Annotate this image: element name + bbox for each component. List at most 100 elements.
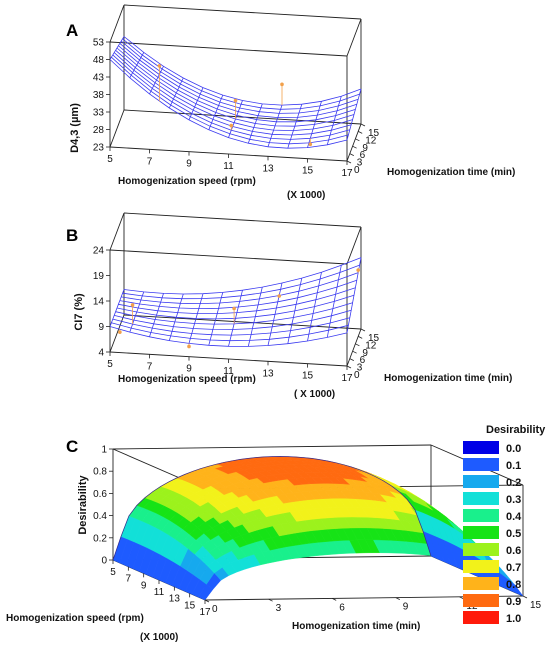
panel-b-y-label: CI7 (%)	[73, 293, 85, 331]
panel-a-data-point	[280, 82, 284, 87]
panel-b-data-point	[277, 294, 282, 298]
panel-b-x-label: Homogenization speed (rpm)	[118, 374, 256, 385]
panel-b-data-point	[130, 303, 135, 307]
panel-a-x-unit: (X 1000)	[287, 190, 325, 201]
panel-a-x-tick-label: 5	[107, 154, 113, 165]
panel-b-z-tick-mark	[360, 328, 366, 332]
panel-b-frame-edge	[346, 328, 362, 367]
legend-swatch	[463, 441, 499, 454]
panel-a-z-tick-label: 6	[360, 150, 366, 161]
panel-b-x-tick-label: 13	[262, 368, 274, 379]
panel-c-z-tick-label: 3	[276, 603, 282, 614]
panel-a-frame-edge	[346, 123, 362, 162]
panel-b-mesh-line-time	[119, 279, 357, 310]
panel-b-letter: B	[66, 226, 78, 245]
panel-b-z-tick-label: 0	[354, 370, 360, 381]
legend-items: 0.0 0.1 0.2 0.3 0.4 0.5 0.6 0.7 0.8 0.9 1.0	[463, 441, 522, 625]
panel-c-z-tick-mark	[459, 596, 464, 600]
legend-label: 0.4	[506, 511, 522, 523]
panel-a-z-tick-mark	[349, 153, 354, 156]
panel-c-surface	[112, 456, 524, 601]
panel-c-y-tick-label: 1	[101, 445, 107, 456]
panel-a-z-tick-label: 9	[362, 143, 368, 154]
panel-c-ridge-line	[112, 456, 432, 561]
panel-a-z-tick-mark	[352, 145, 357, 149]
panel-b-mesh-line-time	[116, 294, 355, 320]
panel-c-x-tick-label: 17	[199, 607, 211, 618]
panel-a-x-tick-label: 11	[223, 161, 234, 172]
panel-a-data-point	[233, 98, 238, 103]
panel-a-y-ticks: 23 28 33 38 43 48 53	[93, 38, 110, 154]
panel-b-frame-edge	[109, 212, 125, 251]
panel-a-surface	[109, 36, 362, 149]
panel-a-x-tick-label: 13	[262, 163, 274, 174]
panel-c-letter: C	[66, 437, 78, 456]
panel-c-z-tick-label: 0	[212, 604, 218, 615]
panel-a-mesh-line-time	[112, 54, 350, 140]
panel-b-frame-edge	[123, 212, 362, 228]
panel-c-z-tick-mark	[204, 599, 210, 603]
legend-label: 0.3	[506, 494, 521, 506]
panel-a-frame-edge	[109, 109, 125, 148]
panel-b-frame-edge	[109, 249, 348, 265]
panel-b-mesh-line-time	[109, 326, 348, 347]
legend-swatch	[463, 560, 499, 573]
panel-a-mesh-line-time	[123, 36, 362, 106]
panel-b-mesh-line-time	[111, 322, 349, 342]
panel-a-mesh-line-time	[122, 38, 360, 110]
panel-b-data-point	[356, 268, 361, 272]
legend-label: 0.7	[506, 562, 521, 574]
legend-label: 0.0	[506, 443, 521, 455]
panel-b-mesh-line-time	[123, 257, 362, 295]
panel-b-x-tick-label: 17	[341, 373, 353, 384]
legend-swatch	[463, 458, 499, 471]
panel-c-x-tick-label: 9	[141, 580, 147, 591]
panel-c-z-tick-mark	[268, 598, 273, 602]
panel-a-data-point	[229, 123, 234, 128]
panel-a-x-tick-label: 15	[302, 166, 314, 177]
panel-b-x-unit: ( X 1000)	[294, 389, 335, 400]
panel-a-x-ticks: 5 7 9 11 13 15 17	[107, 147, 353, 179]
panel-a-frame-edge	[123, 4, 362, 20]
panel-a-frame-edge	[109, 4, 125, 43]
panel-a-z-tick-label: 0	[354, 165, 360, 176]
legend-label: 0.8	[506, 579, 521, 591]
panel-a-mesh-line-time	[120, 40, 359, 114]
panel-c-x-tick-label: 15	[184, 600, 196, 611]
panel-c-y-ticks: 0 0.2 0.4 0.6 0.8 1	[93, 445, 113, 567]
panel-b-x-tick-label: 5	[107, 359, 113, 370]
panel-b-points	[118, 268, 361, 349]
panel-c-y-tick-label: 0.8	[93, 467, 107, 478]
panel-a-frame-edge	[346, 18, 362, 57]
panel-b-z-tick-label: 15	[368, 333, 380, 344]
panel-c-y-tick-label: 0.2	[93, 533, 107, 544]
panel-b-y-tick-label: 9	[98, 322, 104, 333]
legend-swatch	[463, 611, 499, 624]
legend-swatch	[463, 509, 499, 522]
panel-c-z-tick-label: 6	[339, 602, 345, 613]
panel-c-y-tick-label: 0.4	[93, 511, 107, 522]
panel-c-z-label: Homogenization time (min)	[292, 621, 420, 632]
panel-b-y-tick-label: 19	[93, 271, 105, 282]
panel-b-data-point	[232, 306, 236, 311]
panel-a-x-tick-label: 17	[341, 168, 353, 179]
panel-b-z-tick-label: 3	[357, 363, 363, 374]
panel-b-z-tick-mark	[358, 336, 363, 339]
panel-a-y-tick-label: 38	[93, 90, 105, 101]
panel-a-y-tick-label: 23	[93, 143, 105, 154]
panel-a-points	[157, 64, 313, 147]
panel-b-y-tick-label: 24	[93, 246, 105, 257]
panel-b-z-tick-mark	[352, 350, 357, 354]
panel-a-data-point	[308, 142, 313, 147]
legend-label: 0.5	[506, 528, 521, 540]
panel-b-mesh-line-time	[115, 302, 353, 325]
legend-swatch	[463, 526, 499, 539]
panel-a-z-tick-mark	[360, 123, 366, 127]
panel-b-z-tick-mark	[355, 343, 360, 347]
